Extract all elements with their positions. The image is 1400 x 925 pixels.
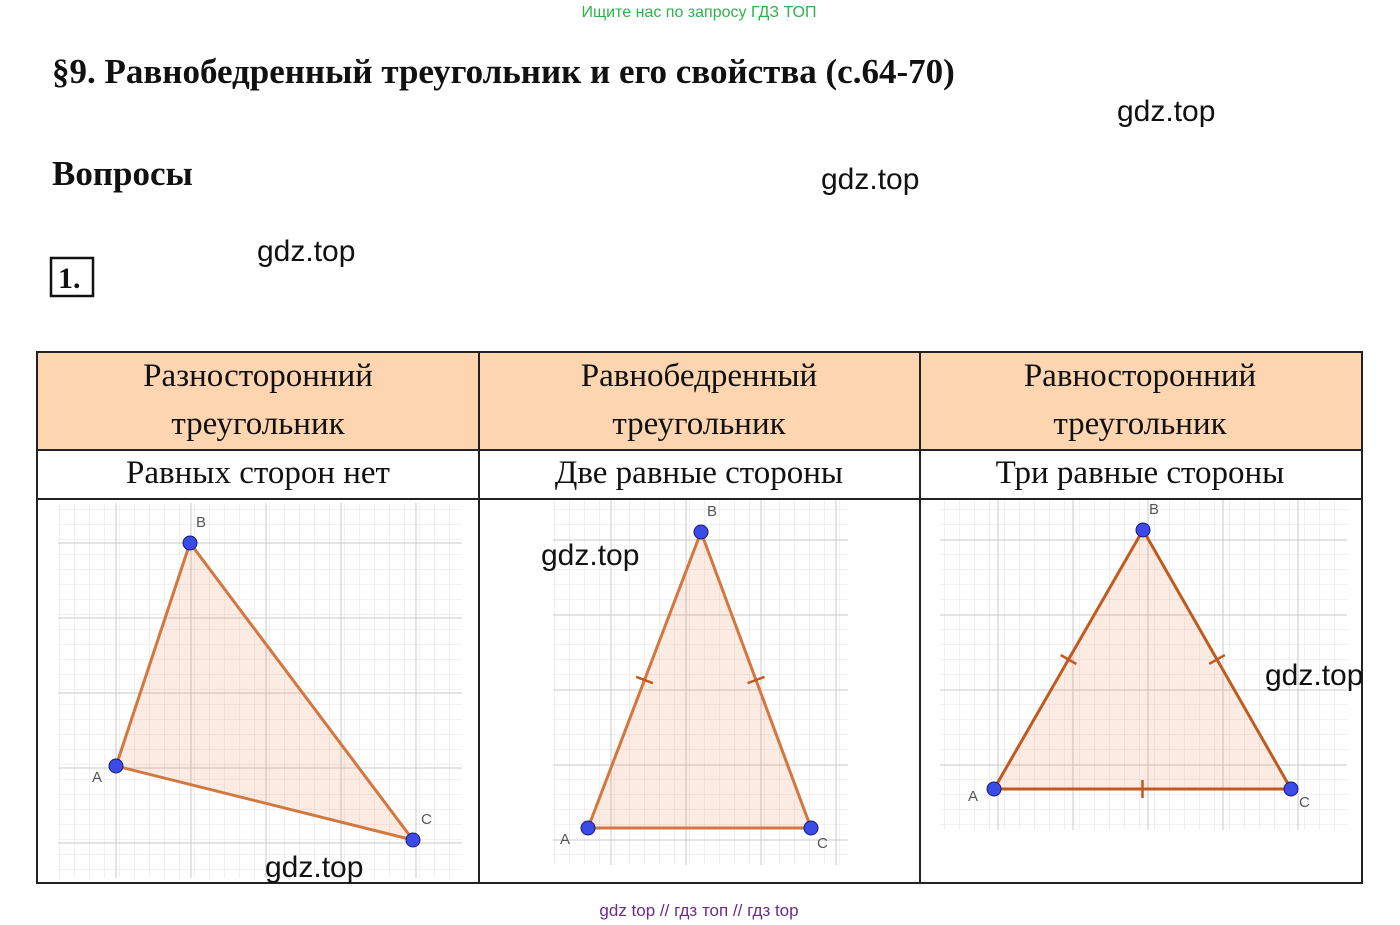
vertex-label: B [707,503,717,520]
vertex [182,535,198,551]
grid [553,500,848,865]
vertex-label: C [421,811,432,828]
description-cell: Три равные стороны [996,455,1285,491]
equal-tick [635,675,654,685]
banner: Ищите нас по запросу ГДЗ ТОП [582,4,817,21]
header-cell: треугольник [612,406,786,442]
watermark: gdz.top [541,539,639,572]
header-cell: Разносторонний [143,358,373,394]
description-cell: Равных сторон нет [126,455,390,491]
vertex-label: C [817,835,828,852]
vertex-label: C [1299,794,1310,811]
vertex [986,781,1002,797]
header-bg [37,352,1362,450]
header-cell: Равносторонний [1024,358,1256,394]
description-cell: Две равные стороны [555,455,843,491]
vertex-label: A [968,788,978,805]
vertex [405,832,421,848]
table-border [36,351,1363,884]
vertex [803,820,819,836]
vertex [1283,781,1299,797]
table [36,351,1363,884]
watermark: gdz.top [1117,95,1215,128]
watermark: gdz.top [821,163,919,196]
vertex [580,820,596,836]
watermark: gdz.top [265,851,363,884]
subtitle: Вопросы [52,154,193,193]
footer: gdz top // гдз топ // гдз top [599,901,798,920]
number-box [49,256,95,298]
equal-tick [1060,653,1077,666]
vertex [1135,522,1151,538]
equal-tick [1208,653,1226,666]
header-cell: Равнобедренный [581,358,817,394]
vertex [108,758,124,774]
watermark: gdz.top [1265,659,1363,692]
vertex-label: B [196,514,206,531]
header-cell: треугольник [1053,406,1227,442]
question-number: 1. [58,262,81,295]
vertex-label: B [1149,501,1159,518]
title: §9. Равнобедренный треугольник и его сво… [52,52,955,91]
header-cell: треугольник [171,406,345,442]
vertex-label: A [560,831,570,848]
vertex-label: A [92,769,102,786]
watermark: gdz.top [257,235,355,268]
triangle [114,539,417,843]
equal-tick [747,675,765,685]
vertex [693,524,709,540]
grid [940,500,1347,830]
